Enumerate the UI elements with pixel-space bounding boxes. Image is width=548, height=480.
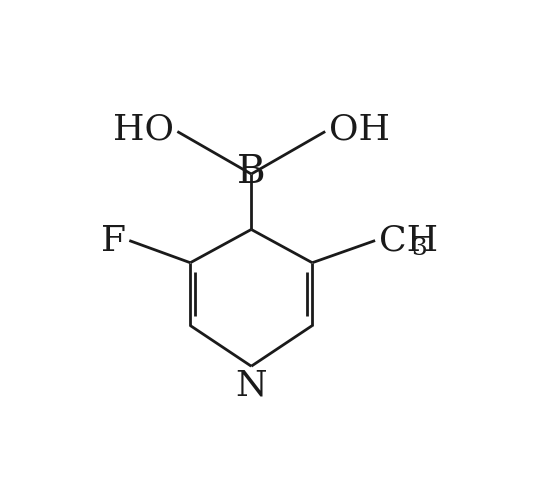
Text: F: F	[101, 224, 125, 258]
Text: CH: CH	[379, 224, 438, 258]
Text: 3: 3	[412, 237, 427, 260]
Text: OH: OH	[329, 113, 390, 147]
Text: HO: HO	[113, 113, 174, 147]
Text: B: B	[237, 155, 266, 192]
Text: N: N	[236, 368, 267, 402]
